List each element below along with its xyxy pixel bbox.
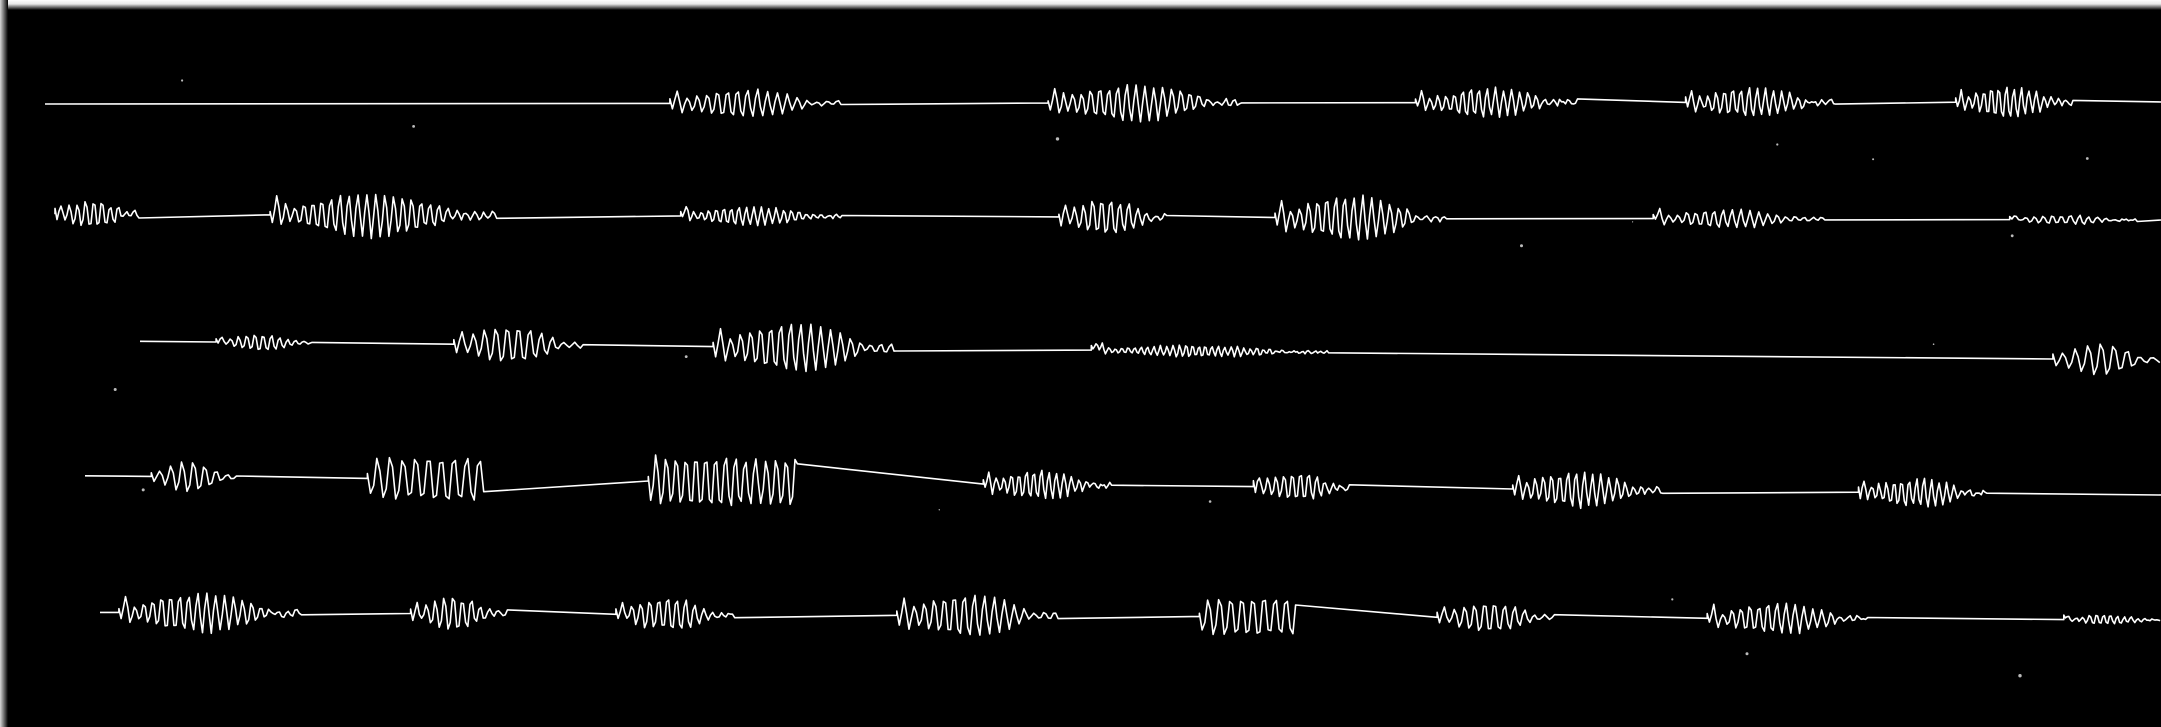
waveform-burst: [216, 316, 313, 368]
plate-left-edge: [0, 0, 8, 727]
waveform-burst: [119, 586, 303, 638]
waveform-burst: [367, 452, 486, 504]
plate-speck: [938, 509, 940, 511]
waveform-burst: [1653, 193, 1826, 245]
plate-speck: [113, 388, 117, 391]
trace-row-2: [54, 188, 2161, 246]
plate-speck: [1632, 221, 1634, 223]
waveform-burst: [411, 588, 508, 640]
waveform-burst: [1707, 592, 1869, 644]
waveform-burst: [616, 588, 735, 640]
waveform-burst: [1686, 76, 1837, 128]
waveform-burst: [1513, 463, 1664, 515]
waveform-burst: [1091, 324, 1329, 376]
plate-speck: [2085, 157, 2089, 160]
trace-row-3: [139, 316, 2161, 385]
plate-speck: [2018, 674, 2022, 678]
plate-speck: [1872, 158, 1875, 161]
waveform-burst: [983, 458, 1113, 510]
plate-speck: [1208, 500, 1212, 503]
trace-row-1: [44, 76, 2161, 129]
waveform-burst: [1275, 192, 1448, 244]
waveform-burst: [2010, 194, 2140, 246]
plate-speck: [1776, 143, 1779, 146]
waveform-burst: [1437, 591, 1556, 643]
plate-speck: [181, 79, 184, 82]
waveform-burst: [897, 589, 1059, 641]
waveform-burst: [681, 190, 843, 242]
waveform-burst: [1416, 77, 1578, 129]
plate-speck: [2010, 234, 2014, 238]
plate-speck: [1745, 652, 1749, 656]
plate-speck: [412, 125, 415, 128]
waveform-burst: [54, 188, 140, 240]
waveform-trace: [100, 592, 2161, 636]
waveform-burst: [1956, 76, 2075, 128]
waveform-burst: [1859, 466, 1989, 518]
waveform-burst: [670, 77, 843, 129]
plate-speck: [1932, 343, 1935, 346]
trace-row-4: [84, 450, 2161, 518]
waveform-burst: [1048, 77, 1243, 129]
plate-speck: [1520, 244, 1523, 248]
waveform-burst: [270, 189, 497, 241]
plate-speck: [684, 355, 688, 358]
waveform-burst: [2053, 333, 2161, 385]
plate-speck: [141, 488, 145, 492]
waveform-burst: [2064, 594, 2161, 646]
plate-speck: [1055, 137, 1060, 141]
waveform-trace: [54, 193, 2161, 241]
waveform-burst: [1059, 191, 1167, 243]
plate-top-edge: [0, 0, 2161, 10]
waveform-burst: [454, 318, 584, 370]
waveform-trace: [139, 323, 2161, 376]
waveform-burst: [1199, 590, 1296, 642]
waveform-trace: [84, 454, 2161, 510]
plate-speck: [1671, 598, 1674, 601]
waveform-trace: [44, 84, 2161, 123]
waveform-burst: [713, 321, 897, 373]
trace-row-5: [100, 586, 2161, 646]
waveform-burst: [151, 450, 237, 502]
waveform-burst: [1253, 461, 1350, 513]
waveform-burst: [648, 455, 799, 507]
